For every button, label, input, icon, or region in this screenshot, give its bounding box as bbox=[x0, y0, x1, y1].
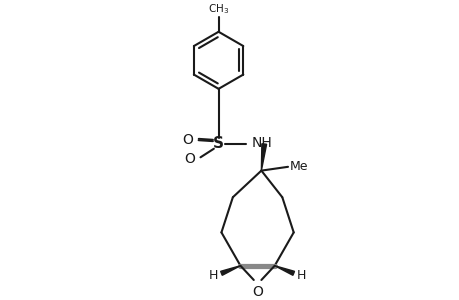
Polygon shape bbox=[261, 144, 266, 171]
Polygon shape bbox=[220, 266, 240, 275]
Text: CH$_3$: CH$_3$ bbox=[207, 2, 229, 16]
Text: NH: NH bbox=[252, 136, 272, 150]
Text: O: O bbox=[182, 133, 192, 147]
Text: H: H bbox=[209, 269, 218, 282]
Polygon shape bbox=[274, 266, 294, 275]
Text: S: S bbox=[213, 136, 224, 152]
Text: O: O bbox=[184, 152, 195, 166]
Text: Me: Me bbox=[289, 160, 308, 173]
Text: H: H bbox=[296, 269, 305, 282]
Text: O: O bbox=[252, 285, 263, 299]
